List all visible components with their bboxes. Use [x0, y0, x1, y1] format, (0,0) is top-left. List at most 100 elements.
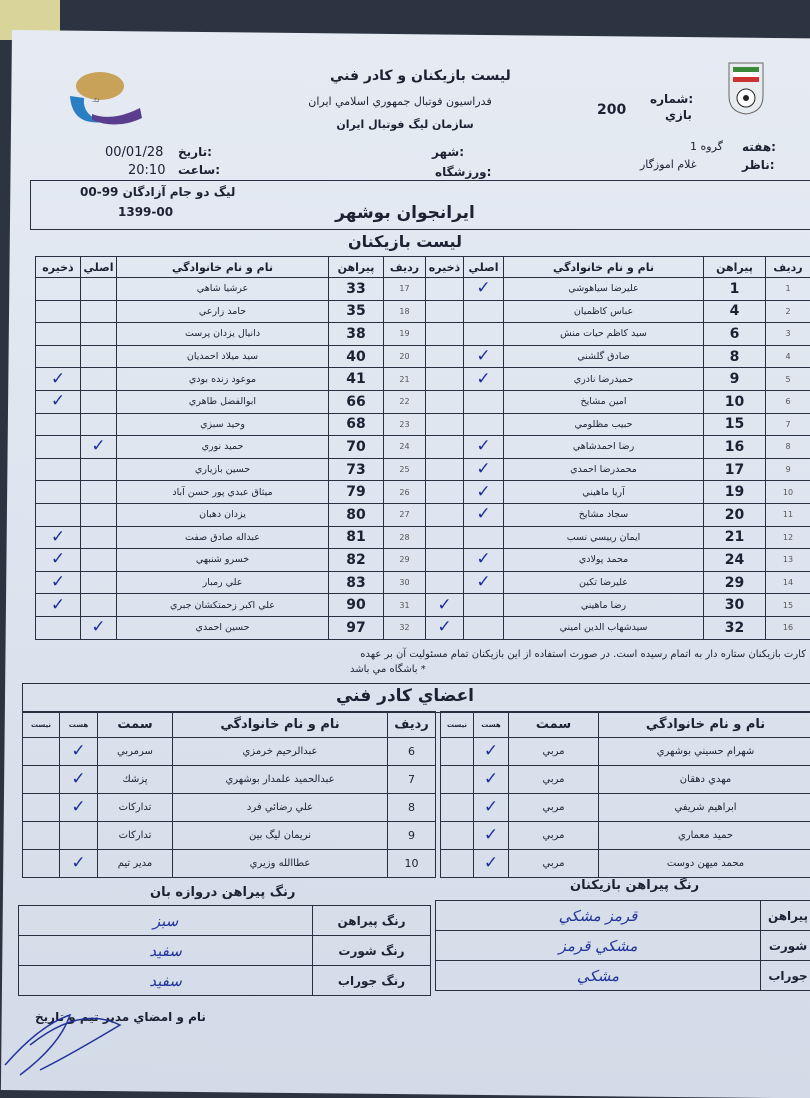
- check-mark-icon: ✓: [51, 572, 65, 592]
- row-number: 30: [384, 571, 426, 594]
- row-number: 13: [766, 549, 810, 572]
- check-mark-icon: ✓: [51, 391, 65, 411]
- league-name: ليگ دو جام آزادگان 99-00: [80, 185, 235, 199]
- player-name: ايمان رييسي نسب: [504, 526, 704, 549]
- main-check: [81, 413, 117, 436]
- player-name: رضا ماهيني: [504, 594, 704, 617]
- shirt-number: 79: [329, 481, 384, 504]
- shirt-number: 21: [704, 526, 766, 549]
- season: 1399-00: [118, 205, 173, 219]
- check-mark-icon: ✓: [476, 346, 490, 366]
- reserve-check: ✓: [36, 549, 81, 572]
- reserve-check: [36, 481, 81, 504]
- shirt-number: 83: [329, 571, 384, 594]
- player-name: ميثاق عبدي پور حسن آباد: [117, 481, 329, 504]
- color-label: شورت: [761, 931, 810, 961]
- players-color-title: رنگ پيراهن بازيكنان: [570, 878, 699, 893]
- notice-text-2: * باشگاه مي باشد: [350, 664, 426, 675]
- shirt-number: 82: [329, 549, 384, 572]
- main-check: ✓: [464, 571, 504, 594]
- present-check: ✓: [474, 850, 509, 878]
- player-name: حامد زارعي: [117, 300, 329, 323]
- shirt-number: 81: [329, 526, 384, 549]
- row-number: 9: [388, 822, 436, 850]
- col-name: نام و نام خانوادگي: [117, 257, 329, 278]
- player-name: حبيب مظلومي: [504, 413, 704, 436]
- row-number: 9: [766, 458, 810, 481]
- color-label: جوراب: [761, 961, 810, 991]
- shirt-number: 10: [704, 390, 766, 413]
- reserve-check: [36, 503, 81, 526]
- main-check: [81, 390, 117, 413]
- week-value: گروه 1: [690, 140, 723, 153]
- staff-name: علي رضائي فرد: [173, 794, 388, 822]
- shirt-number: 38: [329, 323, 384, 346]
- staff-role: مدير تيم: [98, 850, 173, 878]
- check-mark-icon: ✓: [71, 853, 85, 873]
- signature-scribble: [0, 985, 200, 1080]
- check-mark-icon: ✓: [71, 797, 85, 817]
- absent-check: [23, 822, 60, 850]
- row-number: 11: [766, 503, 810, 526]
- reserve-check: [426, 345, 464, 368]
- check-mark-icon: ✓: [484, 769, 498, 789]
- check-mark-icon: ✓: [437, 617, 451, 637]
- player-name: حسين احمدي: [117, 616, 329, 639]
- col-role: سمت: [98, 712, 173, 738]
- player-name: سجاد مشايخ: [504, 503, 704, 526]
- league-logo-icon: ليگ: [62, 68, 146, 128]
- check-mark-icon: ✓: [437, 595, 451, 615]
- main-check: [81, 300, 117, 323]
- reserve-check: ✓: [36, 571, 81, 594]
- check-mark-icon: ✓: [91, 617, 105, 637]
- present-check: ✓: [60, 738, 98, 766]
- row-number: 1: [766, 278, 810, 301]
- shirt-number: 29: [704, 571, 766, 594]
- row-number: 27: [384, 503, 426, 526]
- color-value-handwritten: مشكي: [436, 961, 761, 991]
- staff-role: مربي: [509, 850, 599, 878]
- col-row: رديف: [384, 257, 426, 278]
- present-check: ✓: [474, 766, 509, 794]
- shirt-number: 32: [704, 616, 766, 639]
- shirt-number: 17: [704, 458, 766, 481]
- time-label: ساعت:: [178, 163, 220, 177]
- player-name: حميدرضا نادري: [504, 368, 704, 391]
- shirt-number: 6: [704, 323, 766, 346]
- absent-check: [23, 766, 60, 794]
- main-check: ✓: [81, 616, 117, 639]
- shirt-number: 15: [704, 413, 766, 436]
- staff-name: ابراهيم شريفي: [599, 794, 810, 822]
- player-name: حسين بازياري: [117, 458, 329, 481]
- player-name: ابوالفضل طاهري: [117, 390, 329, 413]
- row-number: 6: [766, 390, 810, 413]
- main-check: ✓: [464, 503, 504, 526]
- col-name: نام و نام خانوادگي: [173, 712, 388, 738]
- absent-check: [441, 766, 474, 794]
- color-label: رنگ پيراهن: [313, 906, 431, 936]
- check-mark-icon: ✓: [51, 595, 65, 615]
- player-name: سيد ميلاد احمديان: [117, 345, 329, 368]
- player-name: عرشيا شاهي: [117, 278, 329, 301]
- color-value-handwritten: سفيد: [19, 936, 313, 966]
- main-check: ✓: [464, 345, 504, 368]
- staff-role: سرمربي: [98, 738, 173, 766]
- shirt-number: 97: [329, 616, 384, 639]
- check-mark-icon: ✓: [484, 825, 498, 845]
- row-number: 12: [766, 526, 810, 549]
- shirt-number: 73: [329, 458, 384, 481]
- row-number: 28: [384, 526, 426, 549]
- check-mark-icon: ✓: [476, 278, 490, 298]
- reserve-check: [36, 323, 81, 346]
- row-number: 8: [388, 794, 436, 822]
